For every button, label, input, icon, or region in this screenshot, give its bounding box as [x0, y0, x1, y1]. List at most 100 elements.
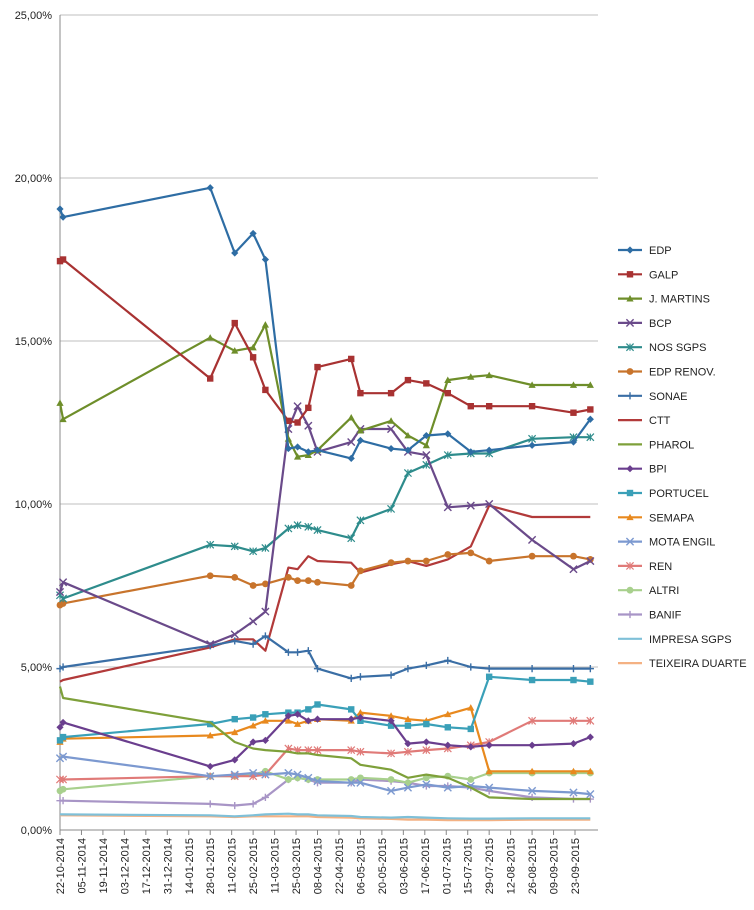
data-point [423, 380, 430, 387]
data-point [347, 534, 356, 543]
data-point [423, 720, 430, 728]
data-point [356, 778, 365, 787]
data-point [357, 389, 364, 397]
x-tick-label: 03-12-2014 [119, 838, 131, 894]
data-point [528, 767, 536, 775]
data-point [625, 561, 635, 570]
data-point [444, 741, 452, 749]
data-point [304, 773, 313, 782]
data-point [347, 582, 355, 589]
data-point [231, 756, 239, 764]
series-line [58, 323, 591, 458]
data-point [404, 446, 412, 454]
data-point [485, 673, 493, 680]
data-point [304, 717, 312, 725]
data-point [59, 785, 67, 793]
data-point [587, 406, 594, 413]
data-point [284, 712, 292, 720]
data-point [387, 717, 395, 725]
data-point [403, 469, 412, 478]
data-point [356, 747, 365, 756]
y-tick-label: 5,00% [21, 662, 52, 674]
x-tick-label: 25-02-2015 [248, 838, 260, 894]
data-point [387, 559, 395, 567]
legend-label: BCP [649, 318, 672, 330]
data-point [206, 640, 215, 649]
data-point [527, 786, 537, 795]
data-point [485, 741, 493, 749]
data-point [357, 567, 364, 575]
data-point [570, 552, 577, 560]
data-point [626, 489, 634, 497]
data-point [626, 465, 634, 473]
data-point [249, 768, 258, 778]
data-point [293, 402, 302, 411]
data-point [485, 783, 494, 792]
series-edp-renov- [56, 549, 594, 609]
legend-item: TEIXEIRA DUARTE [618, 658, 747, 670]
data-point [231, 801, 239, 810]
data-point [527, 535, 537, 544]
data-point [305, 706, 312, 713]
data-point [230, 630, 239, 639]
data-point [59, 775, 68, 784]
data-point [467, 743, 475, 751]
data-point [444, 376, 452, 383]
data-point [422, 431, 430, 440]
data-point [231, 728, 239, 736]
x-tick-label: 29-07-2015 [484, 838, 496, 894]
series-pharol [58, 686, 591, 801]
series-impresa-sgps [60, 812, 591, 820]
data-point [485, 665, 493, 673]
data-point [206, 731, 214, 739]
legend-label: PHAROL [649, 439, 694, 451]
data-point [467, 663, 475, 671]
data-point [261, 543, 270, 553]
data-point [294, 419, 301, 426]
data-point [261, 321, 269, 328]
data-point [284, 717, 292, 724]
legend-item: NOS SGPS [618, 342, 706, 354]
x-tick-label: 22-10-2014 [55, 838, 67, 894]
data-point [249, 354, 257, 361]
legend-item: ALTRI [618, 585, 679, 597]
legend-item: J. MARTINS [618, 294, 710, 306]
data-point [404, 722, 412, 729]
data-point [570, 676, 577, 684]
data-point [586, 665, 594, 673]
data-point [528, 441, 536, 449]
y-axis: 0,00% 5,00% 10,00% 15,00% 20,00% 25,00% [15, 10, 61, 837]
data-point [528, 434, 537, 443]
legend-item: GALP [618, 269, 678, 281]
data-point [56, 737, 64, 744]
data-point [261, 793, 269, 801]
data-point [304, 421, 313, 430]
data-point [528, 716, 537, 725]
data-point [206, 772, 215, 781]
series-line [59, 755, 591, 796]
data-point [293, 443, 302, 451]
data-point [626, 610, 634, 619]
data-point [59, 415, 67, 423]
data-point [569, 381, 578, 388]
data-point [586, 556, 595, 566]
x-tick-label: 01-07-2015 [441, 838, 453, 894]
data-point [206, 540, 215, 549]
data-point [347, 437, 356, 447]
data-point [586, 716, 595, 725]
data-point [206, 184, 214, 192]
legend-label: MOTA ENGIL [649, 537, 715, 549]
legend-item: REN [618, 561, 672, 573]
data-point [313, 746, 322, 755]
data-point [467, 373, 475, 380]
data-point [293, 453, 302, 460]
data-point [467, 776, 475, 783]
data-point [59, 663, 67, 671]
data-point [466, 501, 475, 510]
x-tick-label: 19-11-2014 [98, 838, 110, 893]
data-point [347, 746, 356, 755]
x-tick-label: 11-03-2015 [270, 838, 282, 893]
data-point [569, 716, 578, 725]
data-point [313, 777, 322, 786]
legend-item: BANIF [618, 610, 682, 622]
